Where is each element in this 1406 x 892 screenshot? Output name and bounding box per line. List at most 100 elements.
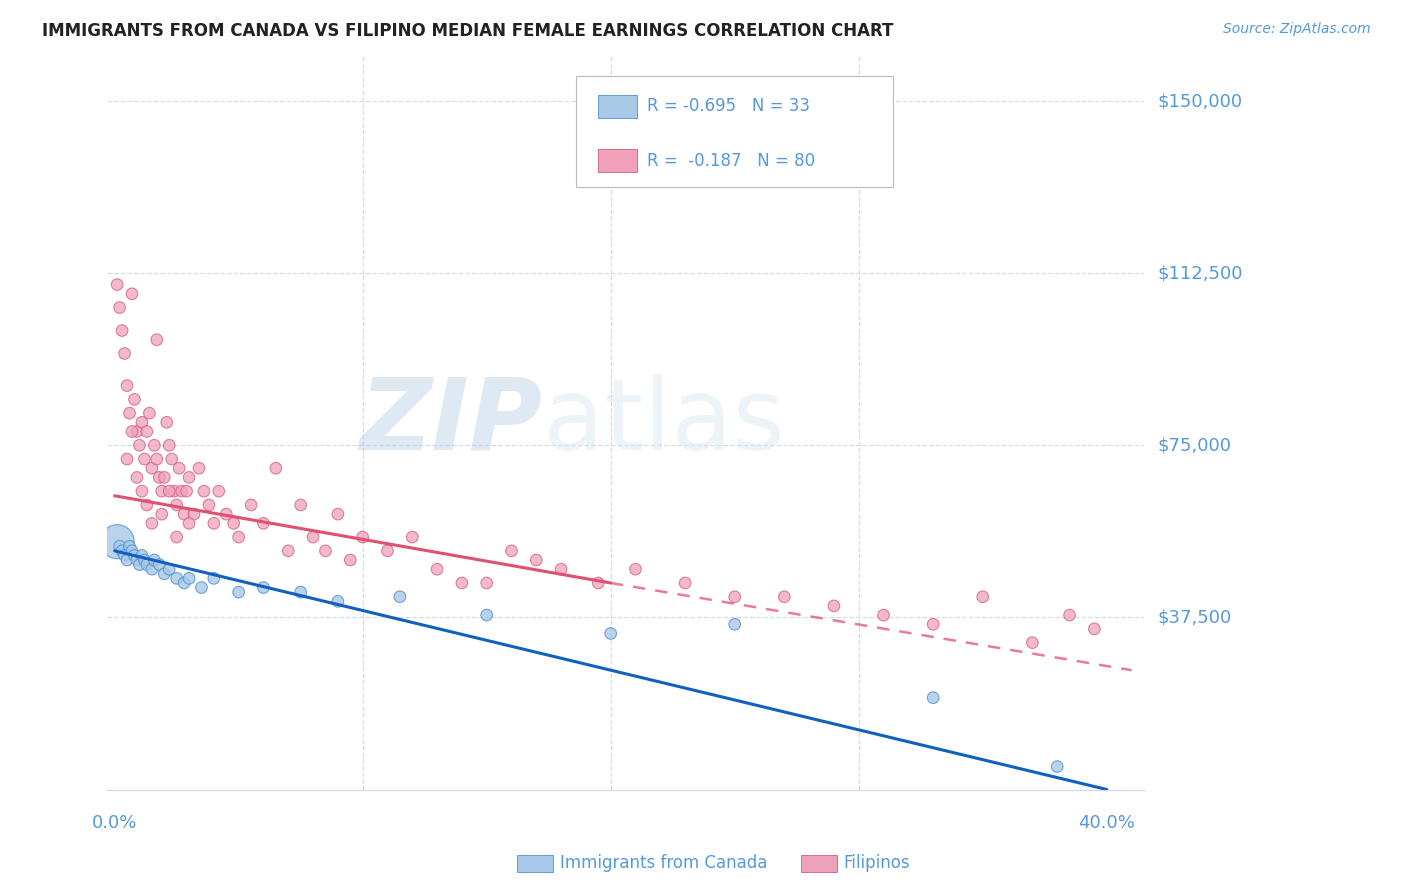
Point [198, 498, 221, 512]
Point [550, 562, 572, 576]
Point [166, 571, 188, 585]
Point [121, 425, 143, 439]
Point [673, 576, 696, 591]
Point [188, 461, 211, 475]
Point [105, 534, 128, 549]
Point [177, 470, 200, 484]
Point [302, 530, 325, 544]
Point [125, 425, 148, 439]
Point [290, 585, 312, 599]
Point [111, 324, 134, 338]
Point [922, 690, 945, 705]
Point [377, 544, 399, 558]
Point [264, 461, 287, 475]
Point [118, 406, 141, 420]
Point [157, 562, 180, 576]
Point [501, 544, 523, 558]
Point [173, 507, 195, 521]
Point [451, 576, 474, 591]
Point [352, 530, 374, 544]
Point [135, 425, 157, 439]
Point [141, 562, 163, 576]
Point [475, 608, 498, 623]
Text: $37,500: $37,500 [1159, 608, 1232, 626]
Point [215, 507, 238, 521]
Point [177, 516, 200, 531]
Point [141, 461, 163, 475]
Point [125, 470, 148, 484]
Text: $75,000: $75,000 [1159, 436, 1232, 454]
Point [128, 558, 150, 572]
Point [972, 590, 994, 604]
Point [160, 452, 183, 467]
Point [141, 516, 163, 531]
Point [202, 516, 225, 531]
Point [823, 599, 845, 613]
Point [131, 415, 153, 429]
Point [163, 484, 186, 499]
Point [1059, 608, 1081, 623]
Point [314, 544, 336, 558]
Text: ZIP: ZIP [360, 374, 543, 471]
Point [166, 530, 188, 544]
Point [157, 484, 180, 499]
Point [153, 566, 176, 581]
Point [128, 438, 150, 452]
Point [105, 277, 128, 292]
Point [166, 498, 188, 512]
Point [208, 484, 231, 499]
Point [290, 498, 312, 512]
Text: $150,000: $150,000 [1159, 92, 1243, 110]
Point [114, 346, 136, 360]
Point [252, 581, 274, 595]
Point [588, 576, 610, 591]
Point [724, 617, 747, 632]
Point [252, 516, 274, 531]
Point [401, 530, 423, 544]
Point [872, 608, 894, 623]
Text: IMMIGRANTS FROM CANADA VS FILIPINO MEDIAN FEMALE EARNINGS CORRELATION CHART: IMMIGRANTS FROM CANADA VS FILIPINO MEDIA… [42, 22, 894, 40]
Point [183, 507, 205, 521]
Point [135, 498, 157, 512]
Point [124, 392, 146, 407]
Point [1083, 622, 1105, 636]
Point [143, 553, 166, 567]
Point [157, 438, 180, 452]
Point [138, 406, 160, 420]
Point [1046, 759, 1069, 773]
Point [724, 590, 747, 604]
Point [922, 617, 945, 632]
Point [170, 484, 193, 499]
Point [121, 286, 143, 301]
Text: R =  -0.187   N = 80: R = -0.187 N = 80 [647, 152, 815, 169]
Point [1021, 635, 1043, 649]
Point [150, 484, 173, 499]
Text: Filipinos: Filipinos [844, 855, 910, 872]
Text: Immigrants from Canada: Immigrants from Canada [560, 855, 766, 872]
Point [134, 553, 156, 567]
Point [202, 571, 225, 585]
Point [624, 562, 647, 576]
Point [524, 553, 547, 567]
Point [115, 378, 138, 392]
Point [177, 571, 200, 585]
Point [124, 549, 146, 563]
Point [599, 626, 621, 640]
Point [193, 484, 215, 499]
Point [150, 507, 173, 521]
Point [240, 498, 263, 512]
Point [146, 333, 169, 347]
Point [173, 576, 195, 591]
Point [176, 484, 198, 499]
Point [143, 438, 166, 452]
Point [125, 553, 148, 567]
Point [108, 301, 131, 315]
Point [121, 544, 143, 558]
Point [146, 452, 169, 467]
Point [388, 590, 411, 604]
Text: Source: ZipAtlas.com: Source: ZipAtlas.com [1223, 22, 1371, 37]
Point [156, 415, 179, 429]
Point [148, 470, 170, 484]
Text: atlas: atlas [543, 374, 785, 471]
Point [426, 562, 449, 576]
